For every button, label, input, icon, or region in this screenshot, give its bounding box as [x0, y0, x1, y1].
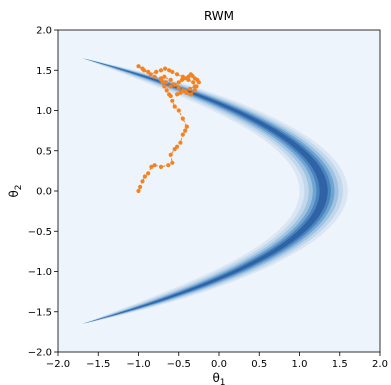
chart-title: RWM [204, 9, 234, 23]
density-contours [82, 58, 348, 324]
chain-point [192, 84, 197, 89]
chain-point [136, 64, 141, 69]
chain-point [162, 74, 167, 79]
x-tick-label: 0.5 [251, 359, 267, 370]
chain-point [164, 88, 169, 93]
y-tick-label: −0.5 [28, 227, 52, 238]
y-tick-label: 0.0 [36, 187, 52, 198]
chain-point [180, 132, 185, 137]
chain-point [176, 85, 181, 91]
chain-point [170, 160, 175, 165]
chain-point [152, 163, 157, 168]
x-tick-label: 0.0 [211, 359, 227, 370]
x-tick-label: 1.5 [332, 359, 348, 370]
chain-point [149, 164, 154, 169]
chain-point [167, 92, 172, 97]
contour-level-4 [82, 58, 335, 324]
chain-point [168, 84, 173, 89]
chain-point [168, 77, 173, 82]
y-tick-label: −1.0 [28, 267, 52, 278]
chain-point [172, 104, 177, 109]
x-tick-label: 1.0 [292, 359, 308, 370]
chain-point [175, 72, 180, 77]
y-axis: −2.0 −1.5 −1.0 −0.5 0.0 0.5 1.0 1.5 2.0 [28, 26, 58, 359]
chain-point [142, 174, 147, 179]
chain-point [138, 184, 143, 190]
chain-point [192, 88, 197, 93]
chain-point [140, 66, 145, 71]
chain-point [178, 140, 183, 145]
y-tick-label: −1.5 [28, 307, 52, 318]
y-tick-label: 1.5 [36, 66, 52, 77]
y-tick-label: −2.0 [28, 348, 52, 359]
chain-point [176, 80, 181, 85]
x-tick-label: −2.0 [46, 359, 70, 370]
chain-point [186, 77, 191, 82]
chain-point [180, 116, 185, 121]
chain-point [183, 89, 188, 94]
chain-point [184, 124, 189, 129]
x-axis: −2.0 −1.5 −1.0 −0.5 0.0 0.5 1.0 1.5 2.0 [46, 352, 388, 370]
contour-level-5 [82, 58, 331, 324]
contour-level-2 [82, 58, 343, 324]
y-tick-label: 1.0 [36, 106, 52, 117]
chain-point [136, 188, 141, 194]
x-tick-label: 2.0 [372, 359, 388, 370]
chain-point [191, 80, 196, 85]
chain-point [187, 86, 193, 91]
x-axis-label: θ1 [212, 371, 225, 385]
chain-point [168, 152, 173, 157]
chain-point [146, 69, 151, 74]
x-tick-label: −0.5 [167, 359, 191, 370]
chain-point [170, 98, 175, 103]
chain-point [163, 80, 168, 85]
chain-point [158, 164, 164, 169]
chain-point [152, 74, 157, 79]
chain-point [166, 163, 171, 168]
chain-point [196, 80, 201, 85]
chain-point [183, 76, 188, 81]
y-axis-label: θ2 [7, 184, 24, 197]
chain-point [170, 69, 175, 74]
y-tick-label: 2.0 [36, 26, 52, 37]
chain-point [158, 77, 164, 82]
chain-point [146, 171, 151, 176]
chain-point [140, 179, 145, 184]
chain-point [183, 128, 188, 133]
chain-point [163, 66, 168, 71]
chain-point [172, 82, 177, 87]
x-tick-label: −1.5 [86, 359, 110, 370]
x-tick-label: −1.0 [126, 359, 150, 370]
chain-point [188, 92, 193, 97]
chain-point [175, 92, 180, 97]
mcmc-chain [136, 64, 201, 194]
chain-point [175, 144, 180, 149]
contour-level-6 [82, 58, 328, 324]
chain-point [158, 68, 164, 73]
chain-point [167, 68, 172, 73]
chain-point [179, 77, 185, 82]
chain-point [178, 90, 183, 95]
plot-area [57, 29, 381, 353]
y-tick-label: 0.5 [36, 146, 52, 157]
chain-point [162, 84, 167, 89]
chain-point [176, 108, 181, 113]
contour-level-3 [82, 58, 339, 324]
chain-point [154, 69, 159, 74]
